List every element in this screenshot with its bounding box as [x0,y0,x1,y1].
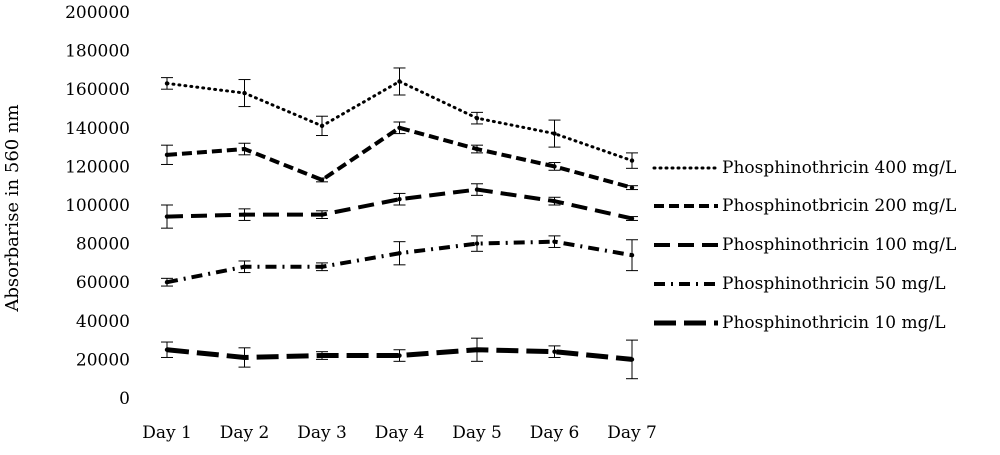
legend-label: Phosphinothricin 400 mg/L [722,158,956,178]
x-axis-ticks: Day 1 Day 2 Day 3 Day 4 Day 5 Day 6 Day 7 [142,423,657,443]
data-point [164,280,170,285]
data-point [474,146,480,152]
legend-item: Phosphinothricin 10 mg/L [654,313,946,333]
data-point [552,164,557,169]
y-axis-title: Absorbarise in 560 nm [2,104,23,312]
x-tick-label: Day 4 [375,423,425,443]
data-point [319,264,325,269]
data-point [397,79,402,84]
y-tick-label: 0 [119,389,130,409]
data-point [242,212,247,217]
data-point [552,349,557,354]
data-point [242,146,247,152]
data-point [552,131,557,136]
series-1 [161,67,638,169]
data-point [242,355,247,360]
data-point [397,251,402,256]
data-point [319,177,325,183]
x-tick-label: Day 7 [607,423,657,443]
legend-item: Phosphinothricin 100 mg/L [654,235,956,255]
data-point [319,123,325,129]
series-3 [161,183,638,229]
data-point [552,239,557,244]
legend: Phosphinothricin 400 mg/L Phosphinotbrici… [652,158,956,333]
legend-item: Phosphinothricin 400 mg/L [652,158,956,178]
data-point [474,241,480,246]
data-point [164,214,170,219]
y-tick-label: 20000 [76,350,130,370]
x-tick-label: Day 5 [452,423,502,443]
y-axis-ticks: 0 20000 40000 60000 80000 100000 120000 140000 1… [65,3,130,409]
data-point [397,125,402,130]
data-point [629,252,635,258]
y-tick-label: 40000 [76,312,130,332]
data-point [629,216,635,221]
y-tick-label: 120000 [65,157,130,177]
data-point [474,187,480,192]
legend-label: Phosphinothricin 50 mg/L [722,274,946,294]
data-point [164,347,170,352]
legend-item: Phosphinotbricin 200 mg/L [654,196,956,216]
y-tick-label: 180000 [65,42,130,62]
data-point [397,353,402,358]
legend-label: Phosphinothricin 100 mg/L [722,235,956,255]
data-point [242,90,247,96]
data-point [629,158,635,163]
legend-label: Phosphinotbricin 200 mg/L [722,196,956,216]
x-tick-label: Day 1 [142,423,192,443]
series-4 [161,235,638,287]
y-tick-label: 160000 [65,80,130,100]
y-tick-label: 140000 [65,119,130,139]
data-point [474,347,480,352]
series-5 [161,337,638,380]
data-point [629,185,635,190]
legend-label: Phosphinothricin 10 mg/L [722,313,946,333]
y-tick-label: 60000 [76,273,130,293]
y-tick-label: 80000 [76,235,130,255]
series-layer [161,67,638,380]
y-tick-label: 200000 [65,3,130,23]
data-point [164,81,170,86]
data-point [474,115,480,121]
legend-item: Phosphinothricin 50 mg/L [654,274,946,294]
data-point [319,212,325,217]
data-point [397,197,402,202]
data-point [629,357,635,362]
x-tick-label: Day 6 [530,423,580,443]
x-tick-label: Day 2 [220,423,270,443]
y-tick-label: 100000 [65,196,130,216]
data-point [319,353,325,358]
data-point [242,264,247,269]
series-2 [161,121,638,191]
x-tick-label: Day 3 [297,423,347,443]
data-point [552,198,557,204]
data-point [164,152,170,158]
